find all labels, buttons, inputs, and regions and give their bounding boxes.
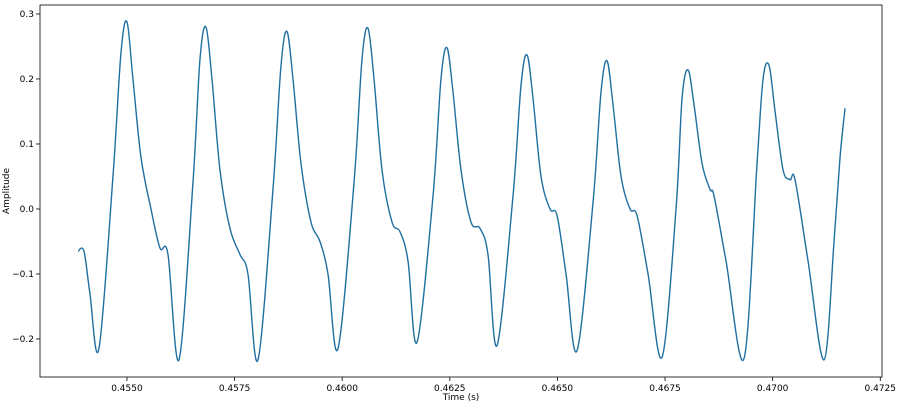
- x-tick-label: 0.4600: [326, 384, 358, 394]
- y-tick-label: −0.1: [12, 270, 34, 280]
- y-tick-label: 0.1: [20, 140, 34, 150]
- x-tick-label: 0.4700: [757, 384, 789, 394]
- x-axis-label: Time (s): [442, 393, 480, 403]
- line-series: [77, 20, 846, 363]
- x-tick-label: 0.4575: [219, 384, 251, 394]
- y-tick-label: 0.2: [20, 75, 34, 85]
- x-tick-label: 0.4625: [434, 384, 466, 394]
- y-tick-label: −0.2: [12, 335, 34, 345]
- y-tick-label: 0.3: [20, 10, 34, 20]
- y-tick-label: 0.0: [20, 205, 35, 215]
- x-tick-label: 0.4725: [865, 384, 897, 394]
- plot-frame: [39, 4, 883, 378]
- x-tick-label: 0.4550: [111, 384, 143, 394]
- x-tick-label: 0.4675: [649, 384, 681, 394]
- x-tick-label: 0.4650: [542, 384, 574, 394]
- y-axis-label: Amplitude: [2, 167, 12, 214]
